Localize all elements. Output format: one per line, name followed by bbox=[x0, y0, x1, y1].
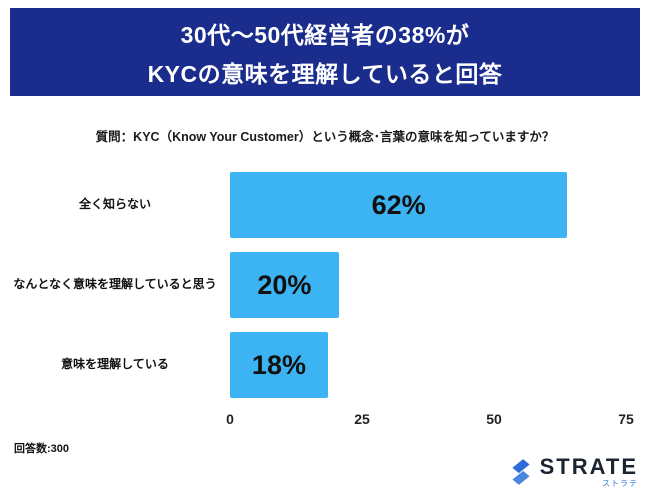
title-line-1: 30代〜50代経営者の38%が bbox=[180, 21, 470, 48]
title-line-2: KYCの意味を理解していると回答 bbox=[147, 60, 503, 87]
title-banner: 30代〜50代経営者の38%が KYCの意味を理解していると回答 bbox=[10, 8, 640, 96]
logo-text-block: STRATE ストラテ bbox=[540, 456, 638, 488]
bar-chart: 全く知らない 62% なんとなく意味を理解していると思う 20% 意味を理解して… bbox=[0, 165, 650, 433]
bar-value-label: 20% bbox=[257, 269, 312, 300]
category-label: 意味を理解している bbox=[61, 357, 169, 372]
respondent-count: 回答数:300 bbox=[14, 443, 70, 455]
infographic-page: 30代〜50代経営者の38%が KYCの意味を理解していると回答 質問：KYC（… bbox=[0, 8, 650, 496]
logo-subtext: ストラテ bbox=[602, 479, 638, 488]
bar-value-label: 18% bbox=[251, 349, 306, 380]
plot-area: 18% bbox=[230, 325, 638, 405]
bar-value-label: 62% bbox=[371, 189, 426, 220]
strate-logo: STRATE ストラテ bbox=[508, 456, 638, 488]
category-label: なんとなく意味を理解していると思う bbox=[13, 277, 217, 292]
chart-row: 意味を理解している 18% bbox=[0, 325, 638, 405]
logo-text: STRATE bbox=[539, 454, 638, 479]
plot-area: 20% bbox=[230, 245, 638, 325]
bar: 18% bbox=[230, 332, 328, 398]
x-axis-tick: 75 bbox=[618, 411, 634, 427]
chart-row: 全く知らない 62% bbox=[0, 165, 638, 245]
x-axis: 0 25 50 75 bbox=[226, 411, 634, 433]
category-label: 全く知らない bbox=[78, 197, 151, 212]
x-axis-tick: 50 bbox=[486, 411, 502, 427]
bar: 20% bbox=[230, 252, 339, 318]
strate-logo-icon bbox=[512, 459, 530, 485]
survey-question: 質問：KYC（Know Your Customer）という概念･言葉の意味を知っ… bbox=[95, 130, 555, 144]
chart-row: なんとなく意味を理解していると思う 20% bbox=[0, 245, 638, 325]
bar: 62% bbox=[230, 172, 568, 238]
plot-area: 62% bbox=[230, 165, 638, 245]
x-axis-tick: 0 bbox=[226, 411, 234, 427]
x-axis-tick: 25 bbox=[354, 411, 370, 427]
